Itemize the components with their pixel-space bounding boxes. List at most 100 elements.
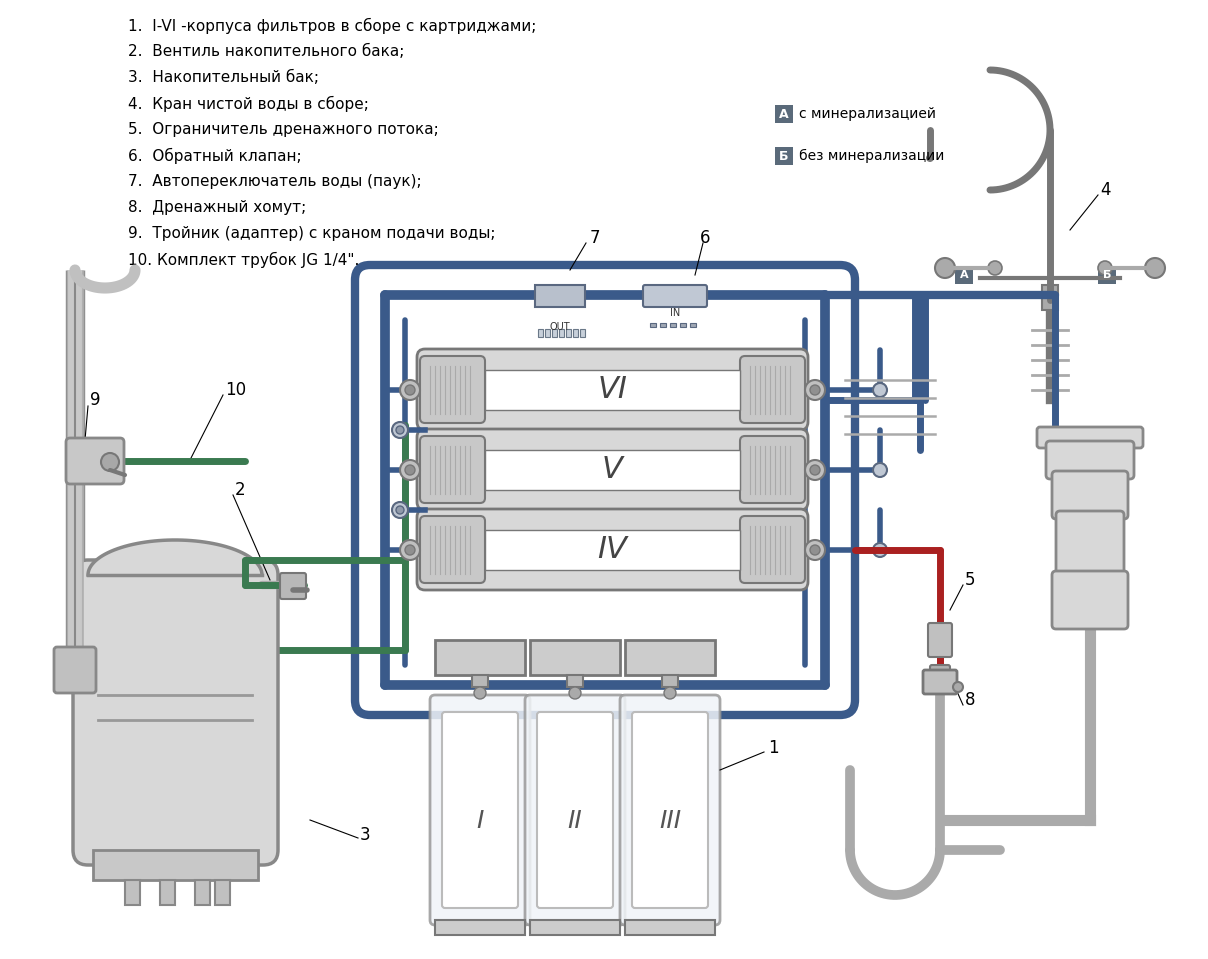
- Circle shape: [474, 687, 486, 699]
- FancyBboxPatch shape: [420, 516, 484, 583]
- FancyBboxPatch shape: [54, 647, 95, 693]
- FancyBboxPatch shape: [923, 670, 957, 694]
- Text: 10. Комплект трубок JG 1/4".: 10. Комплект трубок JG 1/4".: [128, 252, 359, 269]
- FancyBboxPatch shape: [643, 285, 707, 307]
- FancyBboxPatch shape: [1046, 441, 1134, 479]
- Text: 1: 1: [768, 739, 779, 757]
- Bar: [567, 329, 571, 337]
- Text: IV: IV: [598, 535, 627, 565]
- FancyBboxPatch shape: [620, 695, 720, 925]
- Bar: [530, 920, 620, 935]
- Text: 3.  Накопительный бак;: 3. Накопительный бак;: [128, 70, 319, 85]
- Text: V: V: [602, 456, 623, 484]
- FancyBboxPatch shape: [632, 712, 708, 908]
- Bar: [538, 329, 544, 337]
- Circle shape: [400, 540, 420, 560]
- FancyBboxPatch shape: [66, 438, 124, 484]
- Circle shape: [393, 422, 408, 438]
- Text: 7: 7: [590, 229, 600, 247]
- FancyBboxPatch shape: [741, 516, 805, 583]
- FancyBboxPatch shape: [1056, 511, 1123, 579]
- FancyBboxPatch shape: [355, 265, 855, 715]
- Text: 8.  Дренажный хомут;: 8. Дренажный хомут;: [128, 200, 307, 215]
- Circle shape: [805, 540, 825, 560]
- Bar: [776, 147, 792, 165]
- Circle shape: [400, 380, 420, 400]
- FancyBboxPatch shape: [538, 712, 612, 908]
- Text: 7.  Автопереключатель воды (паук);: 7. Автопереключатель воды (паук);: [128, 174, 422, 189]
- Bar: [956, 266, 972, 284]
- Bar: [215, 880, 230, 905]
- Text: 10: 10: [225, 381, 246, 399]
- Text: I: I: [476, 809, 483, 833]
- FancyBboxPatch shape: [1052, 471, 1128, 519]
- FancyBboxPatch shape: [741, 356, 805, 423]
- FancyBboxPatch shape: [417, 509, 808, 590]
- Text: Б: Б: [779, 150, 789, 162]
- Circle shape: [811, 465, 820, 475]
- FancyBboxPatch shape: [442, 712, 518, 908]
- Text: 9: 9: [91, 391, 100, 409]
- Text: III: III: [658, 809, 681, 833]
- Text: VI: VI: [598, 376, 627, 405]
- Text: 3: 3: [360, 826, 371, 844]
- Bar: [535, 285, 585, 307]
- Circle shape: [1145, 258, 1165, 278]
- Circle shape: [405, 545, 416, 555]
- Circle shape: [927, 154, 934, 162]
- Bar: [690, 323, 696, 327]
- Text: 9.  Тройник (адаптер) с краном подачи воды;: 9. Тройник (адаптер) с краном подачи вод…: [128, 226, 495, 241]
- FancyBboxPatch shape: [72, 560, 278, 865]
- Circle shape: [988, 261, 1001, 275]
- Bar: [580, 329, 585, 337]
- Bar: [567, 675, 583, 687]
- Text: без минерализации: без минерализации: [798, 149, 945, 163]
- Text: OUT: OUT: [550, 322, 570, 332]
- Bar: [435, 920, 525, 935]
- Circle shape: [1098, 261, 1113, 275]
- Circle shape: [664, 687, 676, 699]
- Bar: [625, 640, 715, 675]
- Circle shape: [811, 385, 820, 395]
- Bar: [662, 675, 678, 687]
- Circle shape: [873, 543, 887, 557]
- Text: 6: 6: [699, 229, 710, 247]
- Text: 5: 5: [965, 571, 976, 589]
- Circle shape: [805, 380, 825, 400]
- Circle shape: [396, 506, 403, 514]
- Bar: [484, 370, 741, 410]
- FancyBboxPatch shape: [417, 349, 808, 430]
- Bar: [552, 329, 557, 337]
- Text: А: А: [779, 107, 789, 121]
- Text: 4: 4: [1100, 181, 1110, 199]
- Bar: [573, 329, 577, 337]
- Text: А: А: [959, 270, 969, 280]
- Text: 4.  Кран чистой воды в сборе;: 4. Кран чистой воды в сборе;: [128, 96, 368, 112]
- Bar: [484, 450, 741, 490]
- FancyBboxPatch shape: [420, 436, 484, 503]
- Bar: [1098, 266, 1116, 284]
- Text: 2.  Вентиль накопительного бака;: 2. Вентиль накопительного бака;: [128, 44, 405, 59]
- Text: с минерализацией: с минерализацией: [798, 107, 936, 121]
- Circle shape: [569, 687, 581, 699]
- Circle shape: [953, 682, 963, 692]
- FancyBboxPatch shape: [1052, 571, 1128, 629]
- Bar: [559, 329, 564, 337]
- Text: II: II: [568, 809, 582, 833]
- Text: Б: Б: [1103, 270, 1111, 280]
- Circle shape: [935, 258, 956, 278]
- FancyBboxPatch shape: [417, 429, 808, 510]
- Text: 2: 2: [236, 481, 245, 499]
- Bar: [93, 850, 259, 880]
- Circle shape: [396, 426, 403, 434]
- Bar: [660, 323, 666, 327]
- FancyBboxPatch shape: [741, 436, 805, 503]
- FancyBboxPatch shape: [1036, 427, 1143, 448]
- Text: 8: 8: [965, 691, 976, 709]
- Bar: [625, 920, 715, 935]
- Bar: [124, 880, 140, 905]
- Circle shape: [873, 463, 887, 477]
- Bar: [472, 675, 488, 687]
- Bar: [650, 323, 656, 327]
- Circle shape: [101, 453, 120, 471]
